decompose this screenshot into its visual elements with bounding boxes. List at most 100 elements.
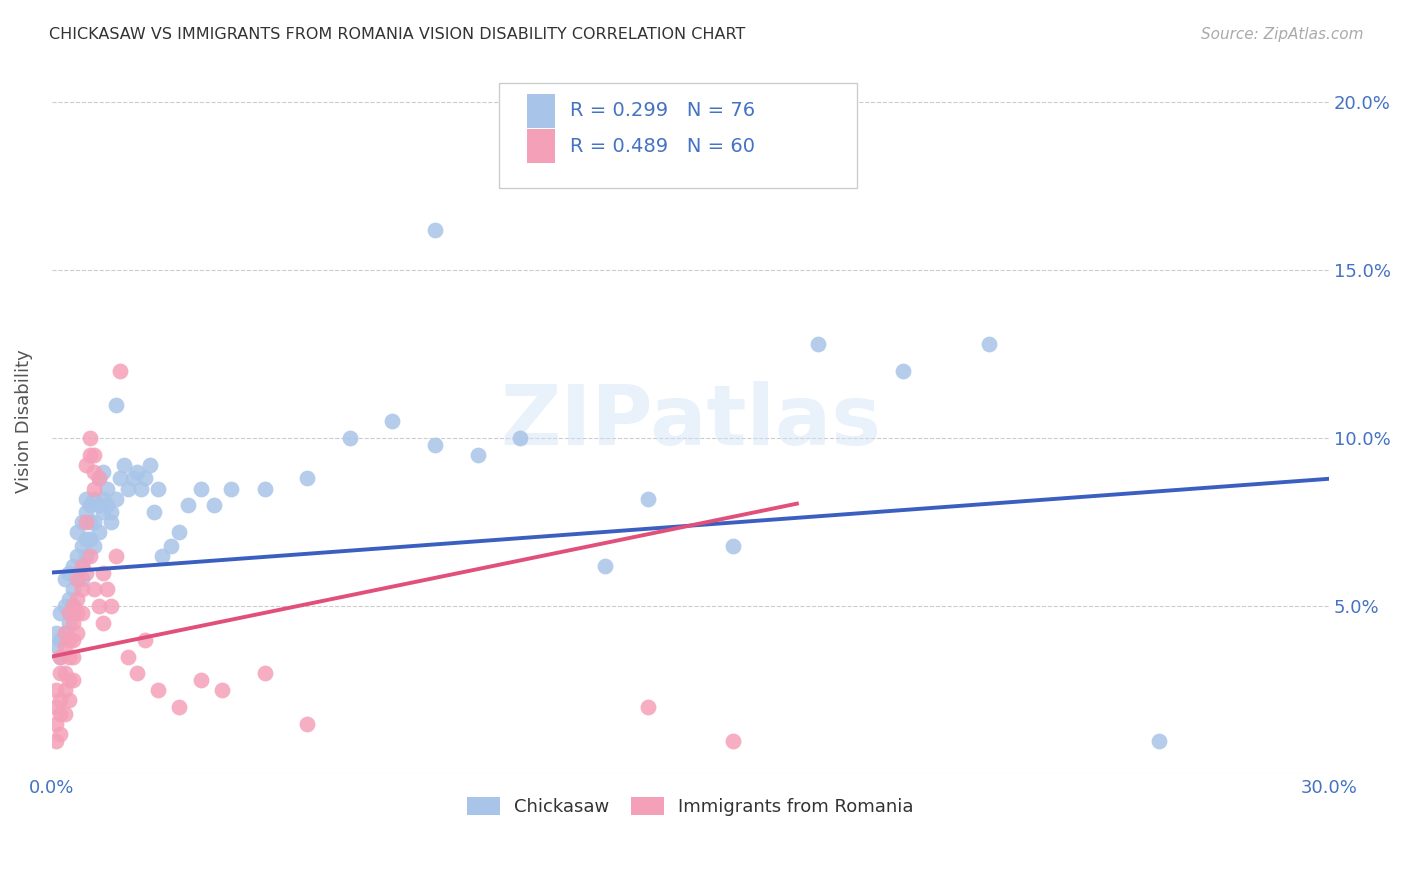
Point — [100, 505, 122, 519]
Point — [117, 482, 139, 496]
Point — [117, 649, 139, 664]
Point — [83, 448, 105, 462]
FancyBboxPatch shape — [527, 94, 555, 128]
Text: ZIPatlas: ZIPatlas — [501, 381, 882, 462]
Text: CHICKASAW VS IMMIGRANTS FROM ROMANIA VISION DISABILITY CORRELATION CHART: CHICKASAW VS IMMIGRANTS FROM ROMANIA VIS… — [49, 27, 745, 42]
Point — [66, 525, 89, 540]
Point — [121, 471, 143, 485]
FancyBboxPatch shape — [527, 129, 555, 163]
Point — [142, 505, 165, 519]
Point — [49, 693, 72, 707]
Text: R = 0.489   N = 60: R = 0.489 N = 60 — [571, 136, 755, 155]
Point — [58, 632, 80, 647]
Point — [62, 558, 84, 573]
Point — [49, 727, 72, 741]
Point — [53, 683, 76, 698]
Point — [49, 666, 72, 681]
Point — [148, 482, 170, 496]
Point — [1147, 733, 1170, 747]
Point — [134, 632, 156, 647]
Point — [104, 491, 127, 506]
Point — [83, 582, 105, 597]
Point — [96, 499, 118, 513]
Point — [253, 482, 276, 496]
Point — [53, 626, 76, 640]
Point — [79, 448, 101, 462]
Point — [70, 572, 93, 586]
Point — [70, 539, 93, 553]
Point — [49, 606, 72, 620]
Point — [53, 572, 76, 586]
Point — [423, 438, 446, 452]
Point — [87, 471, 110, 485]
Point — [160, 539, 183, 553]
Point — [253, 666, 276, 681]
Point — [75, 532, 97, 546]
Point — [79, 532, 101, 546]
Point — [53, 599, 76, 614]
Point — [70, 558, 93, 573]
Point — [152, 549, 174, 563]
Point — [53, 666, 76, 681]
Point — [58, 606, 80, 620]
Point — [721, 733, 744, 747]
Point — [62, 632, 84, 647]
Point — [219, 482, 242, 496]
Point — [70, 606, 93, 620]
Point — [62, 615, 84, 630]
Point — [509, 431, 531, 445]
Point — [75, 549, 97, 563]
Point — [91, 615, 114, 630]
Point — [96, 582, 118, 597]
Point — [87, 525, 110, 540]
Point — [339, 431, 361, 445]
Point — [202, 499, 225, 513]
Point — [75, 458, 97, 472]
Point — [58, 673, 80, 687]
Point — [96, 482, 118, 496]
Point — [70, 558, 93, 573]
Point — [62, 673, 84, 687]
Point — [58, 693, 80, 707]
Point — [129, 482, 152, 496]
Point — [75, 515, 97, 529]
Point — [83, 465, 105, 479]
Point — [83, 491, 105, 506]
Point — [75, 491, 97, 506]
Point — [83, 515, 105, 529]
Point — [70, 515, 93, 529]
Point — [83, 482, 105, 496]
Point — [977, 337, 1000, 351]
Point — [53, 640, 76, 654]
Point — [91, 505, 114, 519]
Point — [70, 582, 93, 597]
Point — [91, 566, 114, 580]
Y-axis label: Vision Disability: Vision Disability — [15, 350, 32, 493]
Point — [49, 649, 72, 664]
Point — [58, 566, 80, 580]
Point — [79, 515, 101, 529]
Point — [297, 471, 319, 485]
Point — [125, 666, 148, 681]
Point — [138, 458, 160, 472]
Point — [79, 431, 101, 445]
Point — [62, 582, 84, 597]
Point — [108, 471, 131, 485]
Point — [104, 549, 127, 563]
Point — [595, 558, 617, 573]
Point — [66, 572, 89, 586]
Point — [891, 364, 914, 378]
Text: R = 0.299   N = 76: R = 0.299 N = 76 — [571, 102, 755, 120]
Point — [381, 414, 404, 428]
Point — [91, 491, 114, 506]
Point — [112, 458, 135, 472]
Point — [45, 640, 67, 654]
Point — [58, 615, 80, 630]
Point — [79, 549, 101, 563]
Point — [125, 465, 148, 479]
Point — [721, 539, 744, 553]
Point — [423, 223, 446, 237]
Point — [66, 606, 89, 620]
Point — [53, 706, 76, 721]
Point — [104, 398, 127, 412]
